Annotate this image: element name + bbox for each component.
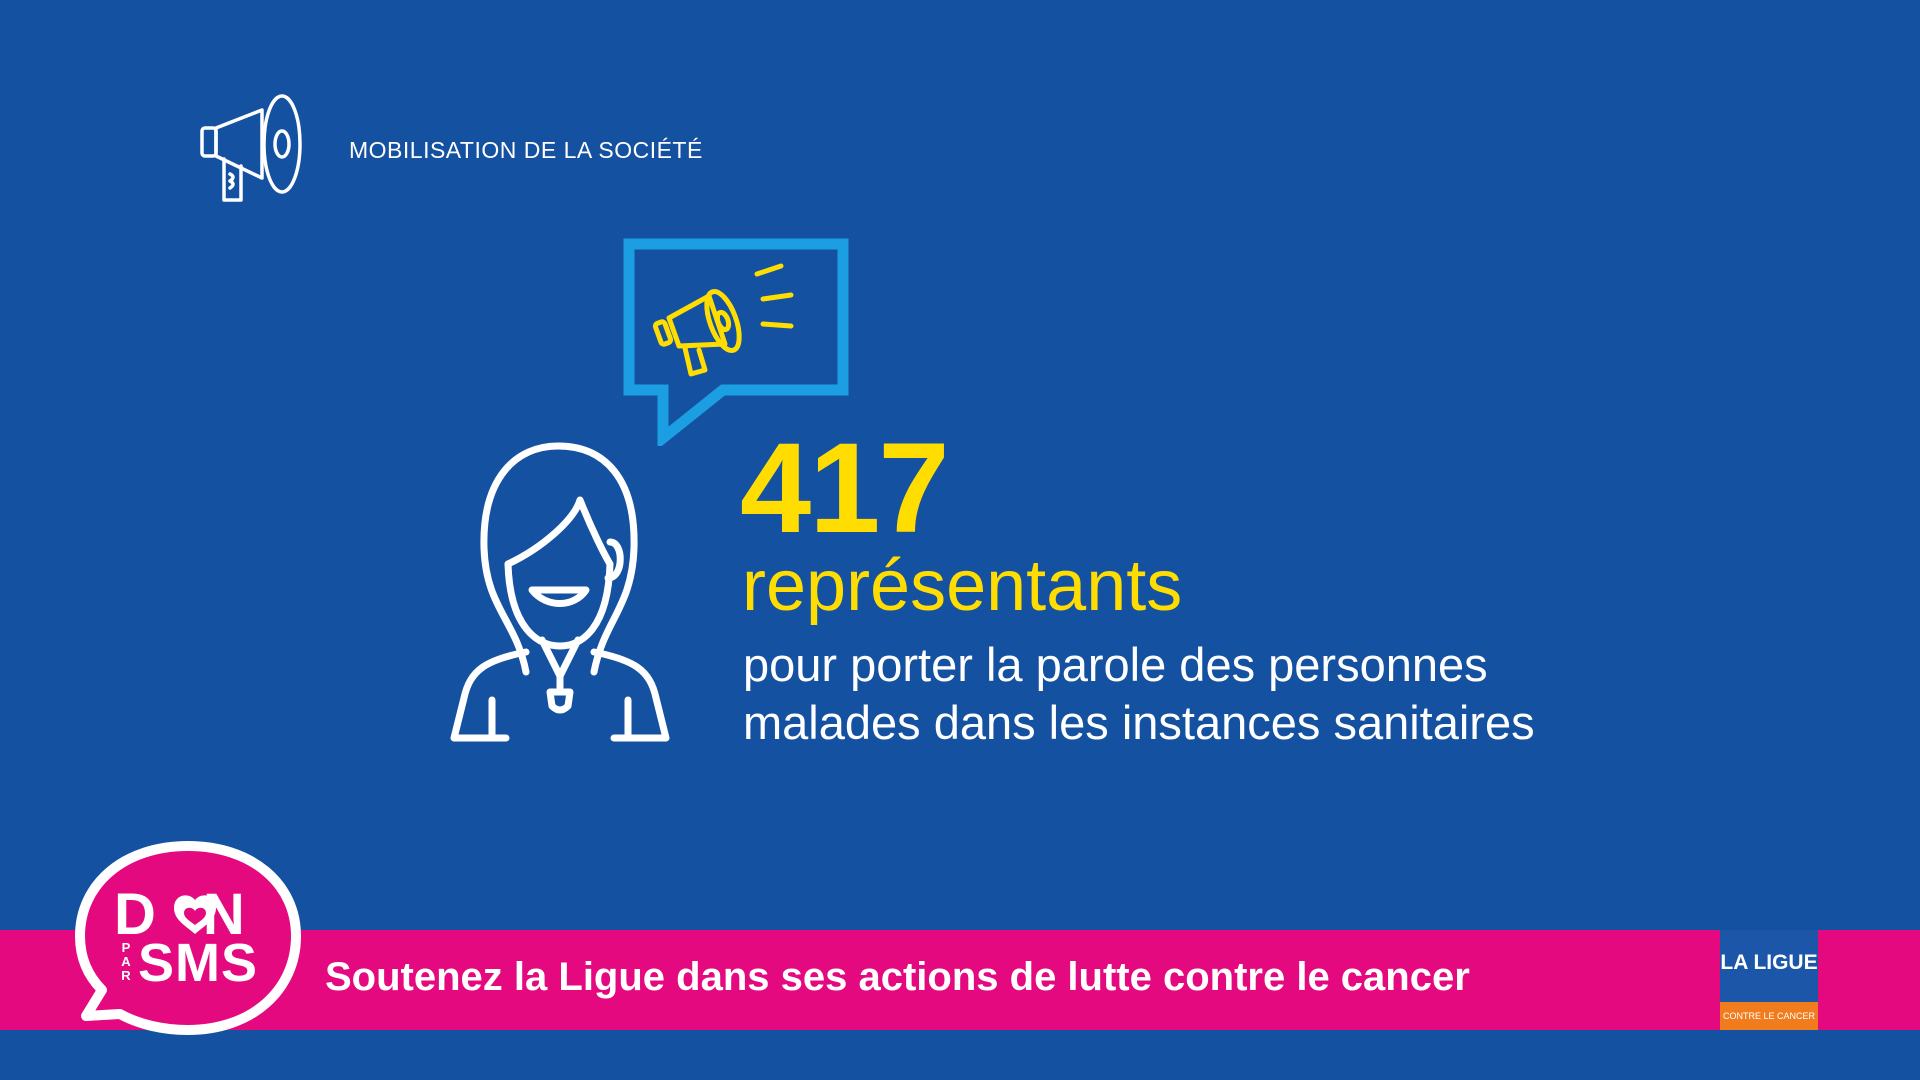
don-badge-par-letter: R [121,968,131,983]
representative-person-icon [450,442,670,742]
la-ligue-logo[interactable]: LA LIGUE CONTRE LE CANCER [1720,930,1818,1030]
don-badge-sms: SMS [138,933,259,993]
stat-description-line: malades dans les instances sanitaires [743,696,1535,749]
logo-name: LA LIGUE [1720,951,1818,974]
don-badge-par: P A R [116,941,136,983]
don-badge-par-letter: P [121,940,131,955]
megaphone-icon [200,94,302,202]
don-par-sms-badge[interactable] [72,838,304,1038]
don-badge-par-letter: A [121,954,131,969]
stat-description: pour porter la parole des personnes mala… [743,636,1535,752]
stat-number: 417 [740,417,950,560]
megaphone-speech-bubble-icon [623,238,849,446]
footer-band [0,930,1920,1030]
footer-call-to-action: Soutenez la Ligue dans ses actions de lu… [325,955,1470,999]
stat-unit: représentants [742,546,1183,626]
heart-icon [174,895,216,934]
section-title: MOBILISATION DE LA SOCIÉTÉ [349,137,703,163]
logo-subtitle: CONTRE LE CANCER [1720,1002,1818,1030]
don-badge-letter: D [114,882,157,947]
stat-description-line: pour porter la parole des personnes [743,638,1488,691]
